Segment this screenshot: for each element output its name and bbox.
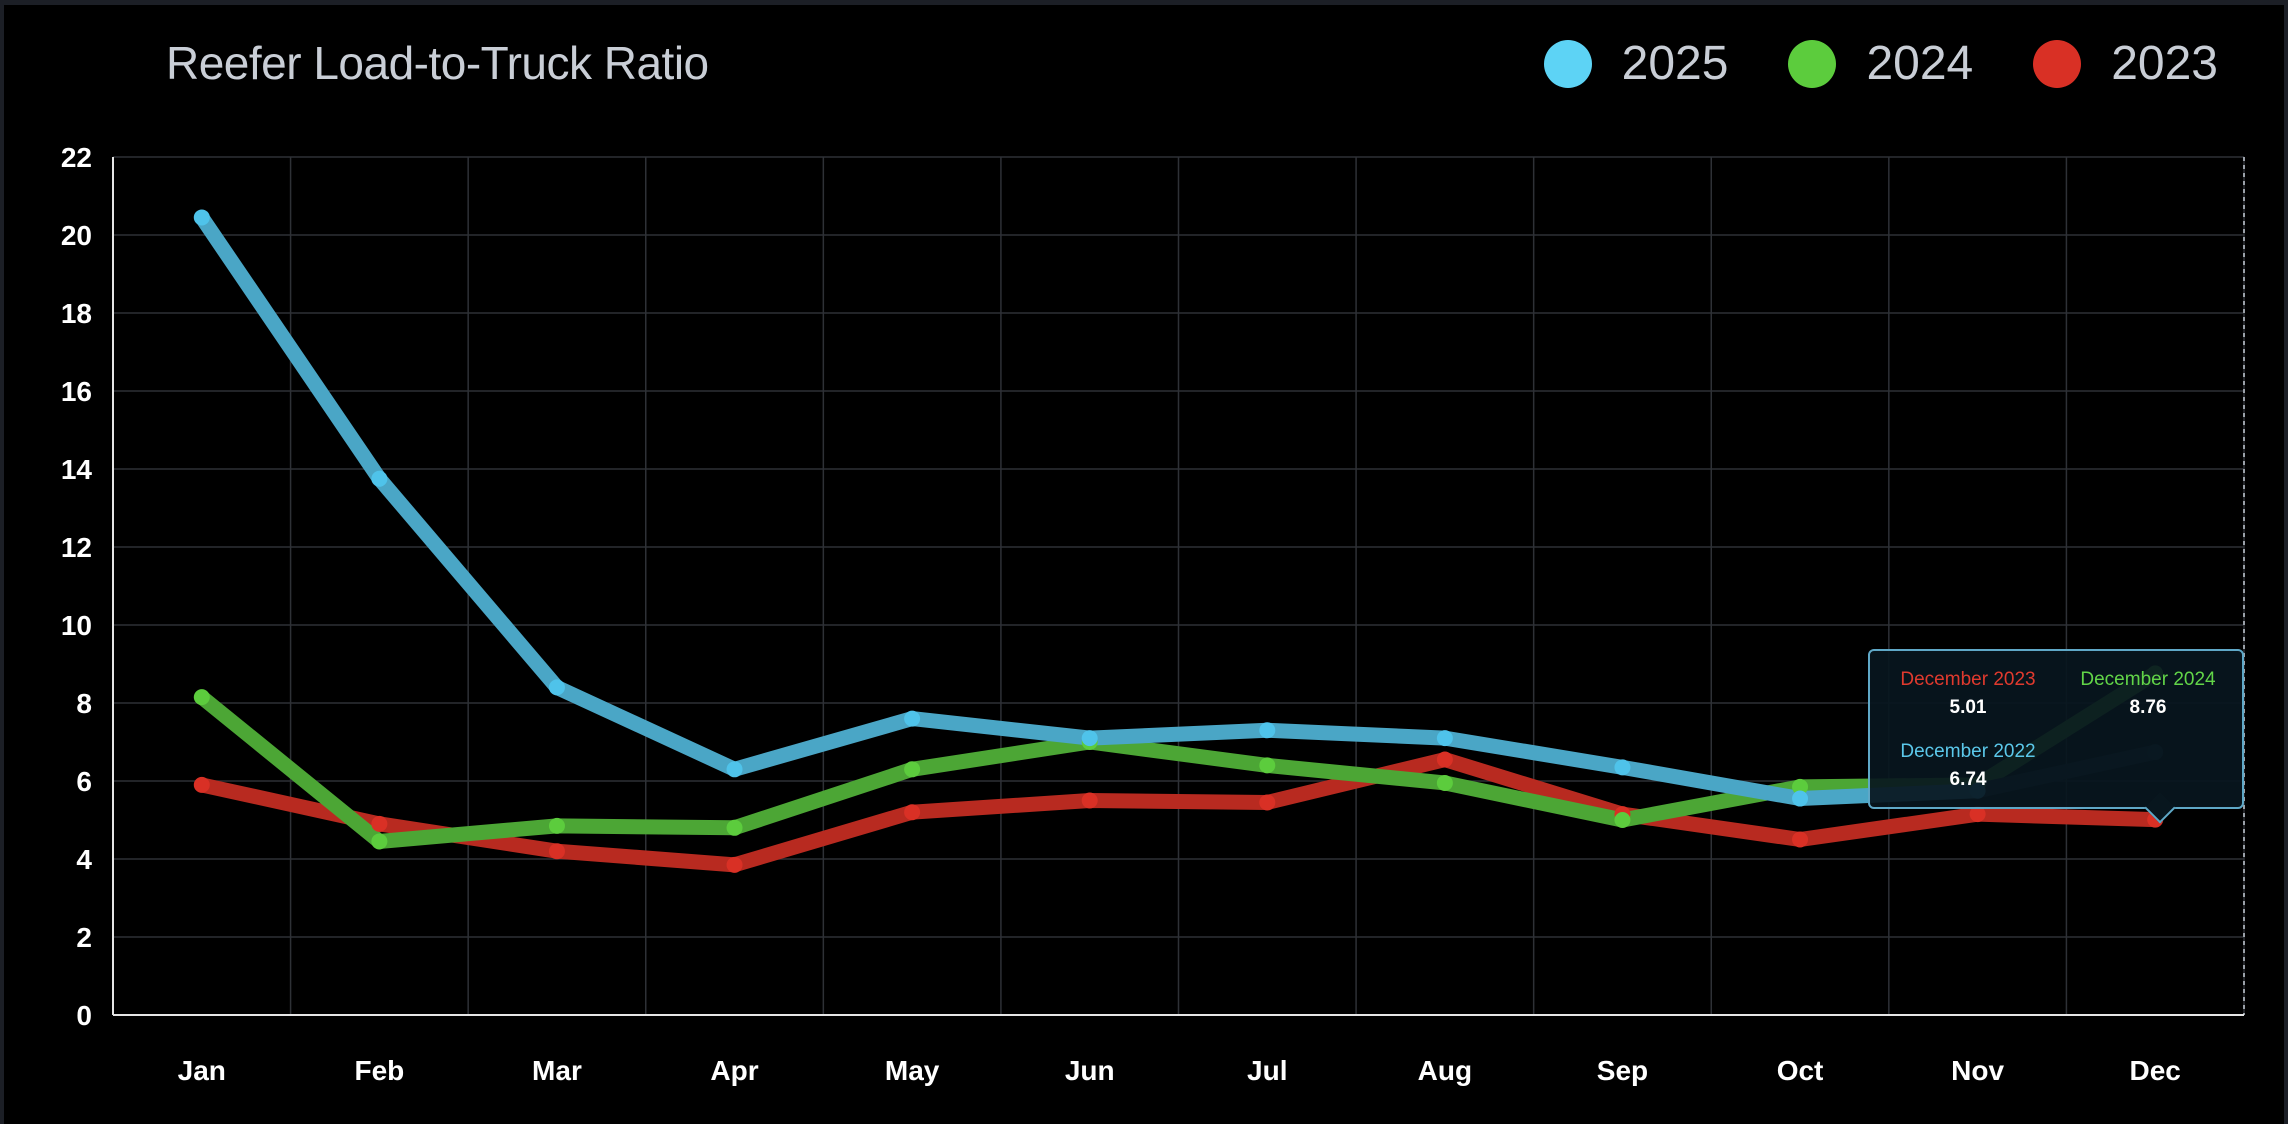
data-point-2025[interactable]: [371, 470, 388, 487]
x-tick-label: Jul: [1247, 1055, 1287, 1086]
legend-swatch-2023: [2033, 39, 2082, 88]
x-tick-label: Oct: [1777, 1055, 1824, 1086]
legend-label-2025: 2025: [1621, 37, 1729, 90]
data-point-2025[interactable]: [1792, 790, 1809, 807]
tooltip-label: December 2023: [1900, 669, 2036, 690]
x-tick-label: May: [885, 1055, 940, 1086]
y-tick-label: 6: [76, 766, 92, 797]
data-point-2024[interactable]: [1614, 812, 1631, 828]
series-line-2024: [194, 665, 2163, 849]
legend-label-2023: 2023: [2111, 37, 2218, 90]
series-line-2023: [194, 752, 2163, 873]
data-point-2023[interactable]: [726, 856, 743, 873]
data-point-2024[interactable]: [1792, 778, 1809, 795]
data-point-2025[interactable]: [193, 209, 210, 226]
legend-item-2025[interactable]: 2025: [1543, 36, 1729, 91]
y-tick-label: 0: [76, 1000, 92, 1031]
tooltip-entry-dec-2023: December 2023 5.01: [1888, 669, 2048, 719]
y-tick-label: 4: [76, 844, 92, 875]
tooltip-entry-dec-2024: December 2024 8.76: [2066, 669, 2230, 719]
x-tick-label: Aug: [1418, 1055, 1472, 1086]
y-tick-label: 20: [61, 220, 92, 251]
data-point-2025[interactable]: [1436, 730, 1453, 747]
data-point-2023[interactable]: [904, 804, 921, 821]
y-tick-label: 12: [61, 532, 92, 563]
data-point-2023[interactable]: [1969, 806, 1986, 823]
data-point-2025[interactable]: [1081, 730, 1098, 747]
x-tick-label: Nov: [1951, 1055, 2004, 1086]
tooltip-value: 5.01: [1949, 697, 1987, 718]
data-point-2024[interactable]: [904, 761, 921, 778]
data-point-2024[interactable]: [726, 819, 743, 836]
legend: 2025 2024 2023: [1543, 36, 2218, 91]
legend-item-2023[interactable]: 2023: [2033, 36, 2218, 91]
data-point-2024[interactable]: [1259, 757, 1276, 774]
data-point-2024[interactable]: [371, 833, 388, 850]
data-point-2024[interactable]: [193, 689, 210, 706]
x-tick-label: Jan: [178, 1055, 226, 1086]
data-point-2023[interactable]: [1436, 751, 1453, 768]
x-tick-label: Apr: [710, 1055, 758, 1086]
y-tick-label: 10: [61, 610, 92, 641]
data-point-2025[interactable]: [904, 710, 921, 727]
data-point-2023[interactable]: [548, 843, 565, 860]
y-tick-label: 22: [61, 142, 92, 173]
tooltip: December 2023 5.01 December 2024 8.76 De…: [1868, 649, 2244, 809]
data-point-2024[interactable]: [548, 817, 565, 834]
y-tick-label: 16: [61, 376, 92, 407]
data-point-2023[interactable]: [371, 815, 388, 832]
tooltip-value: 6.74: [1949, 769, 1987, 790]
x-tick-label: Sep: [1597, 1055, 1648, 1086]
data-point-2025[interactable]: [1614, 759, 1631, 776]
tooltip-label: December 2024: [2080, 669, 2216, 690]
y-tick-label: 18: [61, 298, 92, 329]
legend-swatch-2025: [1543, 39, 1592, 88]
data-point-2025[interactable]: [1259, 722, 1276, 739]
x-tick-label: Mar: [532, 1055, 582, 1086]
y-tick-label: 8: [76, 688, 92, 719]
legend-item-2024[interactable]: 2024: [1788, 36, 1973, 91]
legend-label-2024: 2024: [1866, 37, 1974, 90]
x-tick-label: Feb: [354, 1055, 404, 1086]
tooltip-label: December 2022: [1900, 741, 2036, 762]
data-point-2025[interactable]: [548, 679, 565, 696]
tooltip-entry-dec-2022: December 2022 6.74: [1888, 741, 2048, 791]
y-tick-label: 14: [61, 454, 93, 485]
x-tick-label: Dec: [2130, 1055, 2181, 1086]
legend-swatch-2024: [1788, 39, 1837, 88]
data-point-2025[interactable]: [726, 761, 743, 778]
tooltip-value: 8.76: [2129, 697, 2167, 718]
y-tick-label: 2: [76, 922, 92, 953]
data-point-2023[interactable]: [193, 776, 210, 793]
data-point-2023[interactable]: [1081, 792, 1098, 809]
data-point-2023[interactable]: [1792, 831, 1809, 848]
data-point-2023[interactable]: [1259, 794, 1276, 811]
chart-title: Reefer Load-to-Truck Ratio: [166, 37, 709, 89]
x-tick-label: Jun: [1065, 1055, 1115, 1086]
data-point-2024[interactable]: [1436, 774, 1453, 791]
